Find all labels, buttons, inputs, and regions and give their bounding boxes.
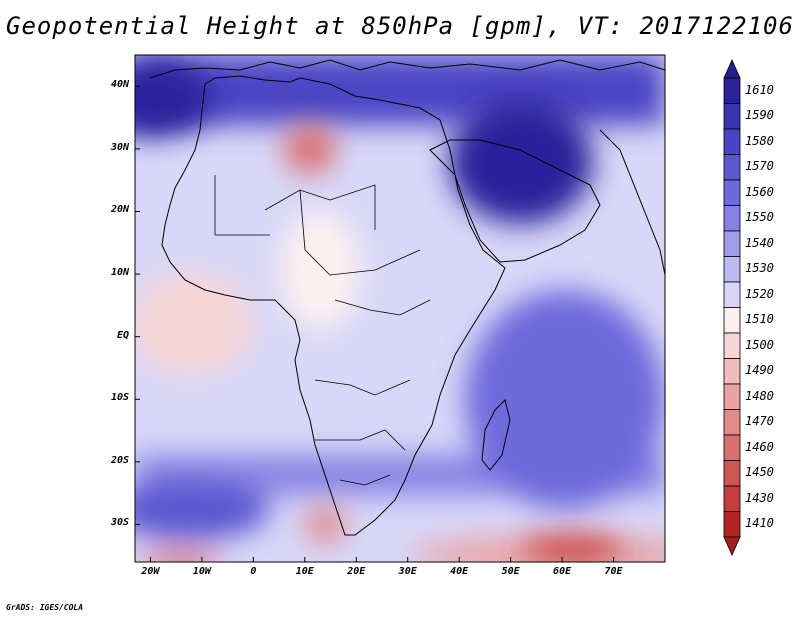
lon-label: 20E: [347, 566, 366, 577]
colorbar-swatch: [723, 434, 741, 461]
lat-label: EQ: [116, 329, 129, 341]
colorbar-label: 1560: [745, 184, 774, 199]
colorbar-swatch: [723, 511, 741, 538]
colorbar-label: 1500: [745, 337, 774, 352]
west-africa-ridge-region: [135, 274, 254, 375]
south-atlantic-field: [135, 480, 270, 540]
lat-label: 30N: [110, 141, 129, 153]
lon-label: 30E: [398, 566, 417, 577]
coastline-india: [599, 129, 665, 276]
colorbar-label: 1570: [745, 159, 774, 174]
lat-label: 20N: [110, 204, 129, 216]
colorbar-top-arrow: [723, 59, 741, 79]
colorbar-swatch: [723, 205, 741, 232]
colorbar-swatch: [723, 460, 741, 487]
north-band: [135, 55, 665, 125]
colorbar-label: 1550: [745, 210, 774, 225]
colorbar-swatch: [723, 103, 741, 130]
country-borders: [214, 175, 431, 486]
lat-label: 40N: [110, 79, 129, 91]
colorbar-swatch: [723, 179, 741, 206]
colorbar-label: 1580: [745, 133, 774, 148]
colorbar-swatch: [723, 281, 741, 308]
lat-label: 10N: [110, 267, 129, 279]
colorbar-label: 1470: [745, 414, 774, 429]
lat-label: 10S: [110, 392, 129, 404]
colorbar-swatch: [723, 383, 741, 410]
colorbar-swatch: [723, 128, 741, 155]
axis-ticks: [135, 85, 615, 562]
colorbar-label: 1530: [745, 261, 774, 276]
geopotential-field: [135, 55, 665, 562]
colorbar-swatch: [723, 332, 741, 359]
colorbar: [723, 59, 741, 556]
lon-label: 70E: [604, 566, 623, 577]
sw-corner-low: [140, 552, 220, 562]
lat-label: 30S: [110, 517, 129, 529]
colorbar-label: 1460: [745, 439, 774, 454]
colorbar-label: 1450: [745, 465, 774, 480]
colorbar-swatch: [723, 154, 741, 181]
lon-label: 40E: [450, 566, 469, 577]
colorbar-bottom-arrow: [723, 536, 741, 556]
lon-label: 0: [250, 566, 257, 577]
lon-label: 10E: [295, 566, 314, 577]
lon-label: 50E: [501, 566, 520, 577]
sahara-low-region: [284, 123, 336, 174]
colorbar-swatch: [723, 256, 741, 283]
north-atlantic-high-region: [135, 61, 213, 137]
coastline-africa: [161, 75, 506, 536]
colorbar-swatch: [723, 358, 741, 385]
colorbar-swatch: [723, 485, 741, 512]
indian-ocean-field: [465, 290, 665, 510]
lat-label: 20S: [110, 454, 129, 466]
colorbar-label: 1590: [745, 108, 774, 123]
colorbar-label: 1610: [745, 82, 774, 97]
lon-label: 60E: [553, 566, 572, 577]
colorbar-label: 1410: [745, 516, 774, 531]
colorbar-swatch: [723, 77, 741, 104]
colorbar-label: 1540: [745, 235, 774, 250]
lon-label: 10W: [192, 566, 211, 577]
coastline-madagascar: [481, 399, 511, 471]
south-atlantic-trough-region: [304, 505, 346, 544]
arabia-high-region: [448, 98, 593, 224]
lon-label: 20W: [141, 566, 160, 577]
colorbar-swatch: [723, 230, 741, 257]
map-title: Geopotential Height at 850hPa [gpm], VT:…: [6, 12, 794, 40]
colorbar-swatch: [723, 307, 741, 334]
grads-credit: GrADS: IGES/COLA: [6, 603, 84, 612]
colorbar-swatch: [723, 409, 741, 436]
colorbar-label: 1430: [745, 490, 774, 505]
colorbar-label: 1510: [745, 312, 774, 327]
central-africa-neutral: [280, 210, 360, 330]
colorbar-label: 1480: [745, 388, 774, 403]
colorbar-label: 1490: [745, 363, 774, 378]
southern-ocean-low-region: [520, 536, 624, 562]
map-frame: [134, 54, 666, 563]
coastline-europe: [149, 59, 665, 79]
colorbar-label: 1520: [745, 286, 774, 301]
coastline-arabia: [429, 139, 601, 263]
